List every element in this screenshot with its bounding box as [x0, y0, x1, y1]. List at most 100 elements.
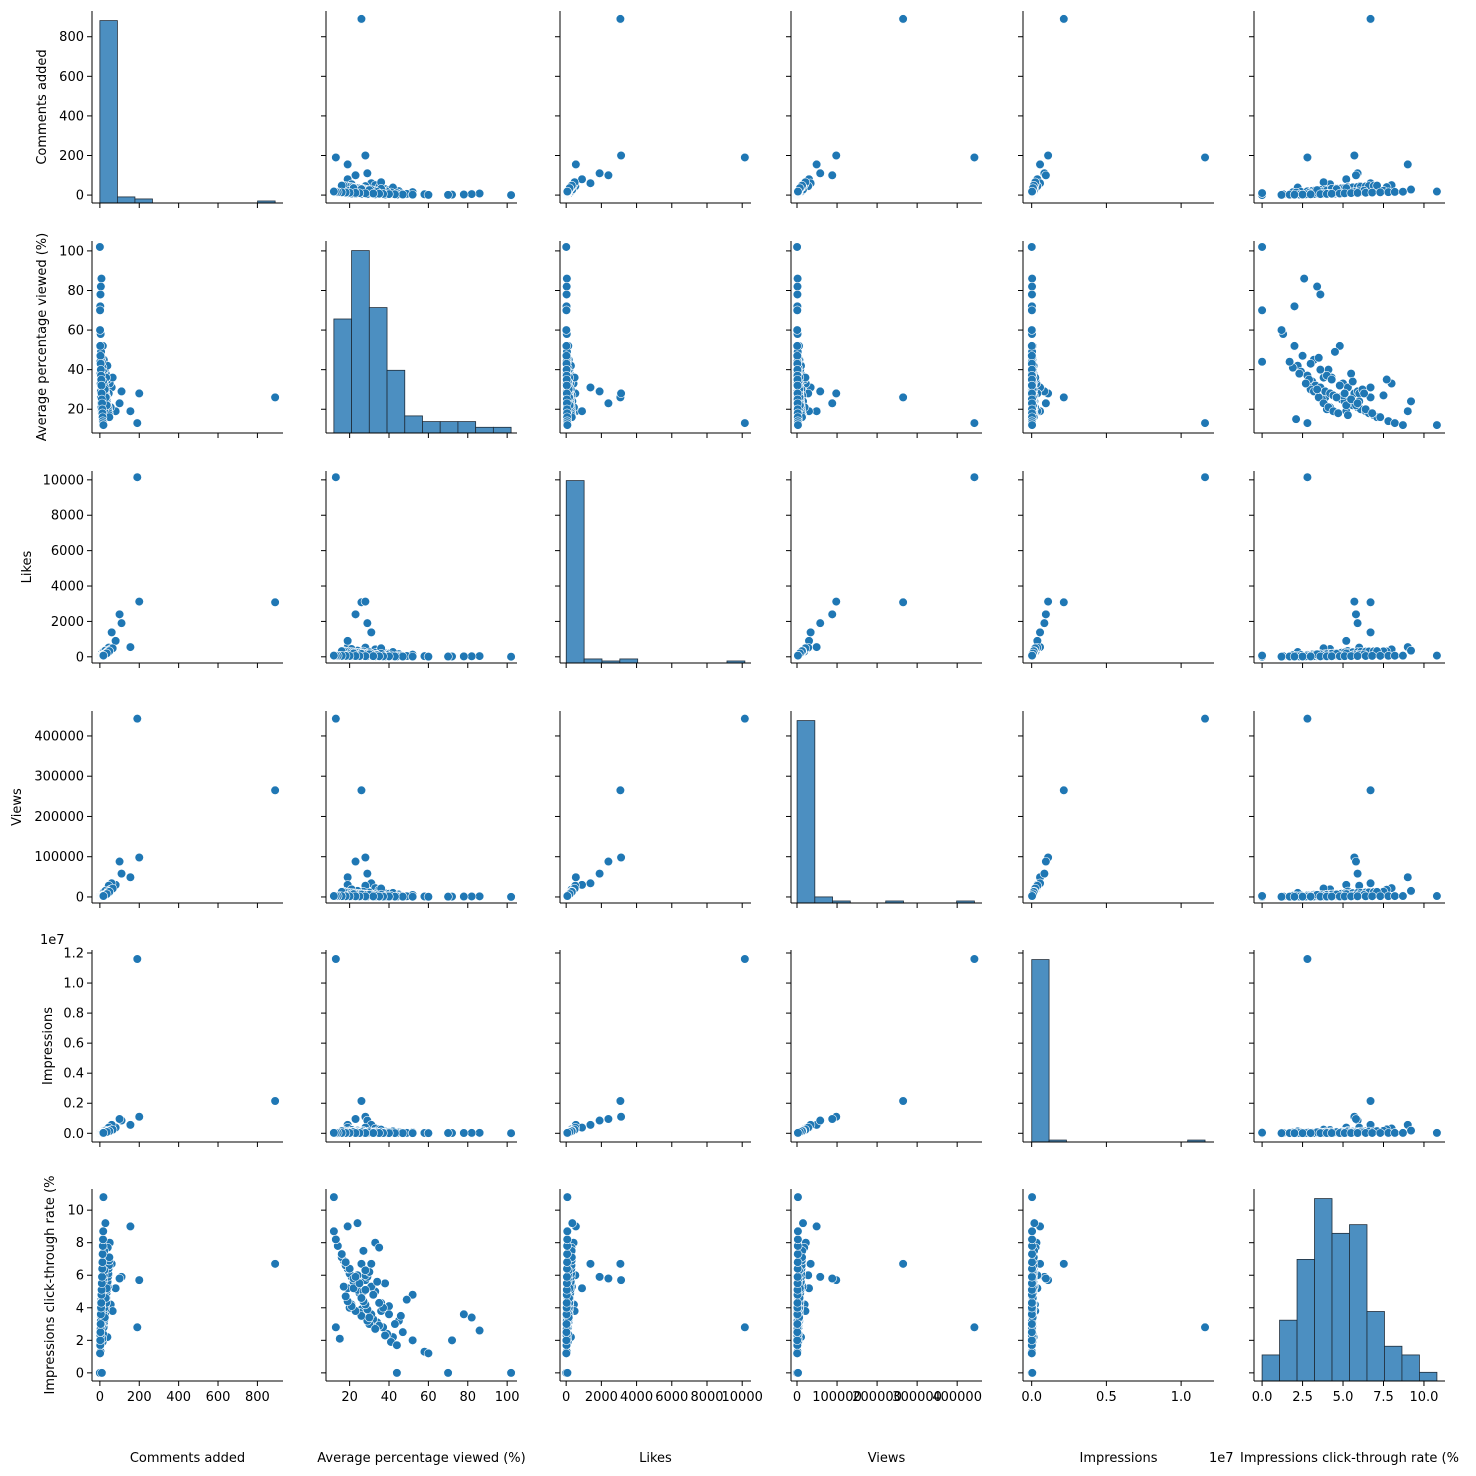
scatter-point-90 [1367, 187, 1377, 198]
scatter-point-78 [1276, 190, 1287, 200]
scatter-point-0 [270, 785, 280, 795]
scatter-point-80 [1297, 892, 1308, 902]
scatter-point-33 [793, 1368, 803, 1378]
scatter-point-88 [350, 1272, 361, 1282]
scatter-point-79 [1289, 651, 1300, 662]
y-tick-label: 4 [76, 1301, 84, 1316]
scatter-point-79 [408, 651, 418, 662]
x-axis-label-2: Likes [639, 1451, 672, 1466]
scatter-point-2 [616, 1275, 626, 1285]
scatter-point-95 [562, 1128, 572, 1138]
scatter-point-79 [1289, 190, 1300, 200]
scatter-point-5 [1351, 609, 1361, 619]
scatter-point-82 [1315, 365, 1325, 375]
scatter-point-76 [356, 1293, 367, 1303]
scatter-point-78 [792, 1348, 802, 1358]
scatter-point-0 [1365, 597, 1376, 607]
scatter-point-0 [1059, 1259, 1069, 1269]
scatter-point-78 [423, 1348, 433, 1358]
scatter-point-85 [368, 651, 378, 661]
scatter-point-95 [1027, 891, 1037, 901]
scatter-point-1 [331, 1322, 341, 1332]
scatter-point-81 [1306, 1128, 1316, 1138]
scatter-point-1 [1302, 954, 1313, 964]
x-tick-label: 400 [166, 1390, 191, 1405]
scatter-point-29 [506, 190, 516, 200]
panel-r0-c2 [555, 11, 751, 208]
scatter-point-79 [408, 190, 418, 200]
scatter-point-95 [98, 651, 109, 661]
scatter-point-2 [1043, 596, 1053, 607]
scatter-point-32 [1314, 353, 1324, 363]
scatter-point-24 [793, 274, 803, 284]
scatter-point-1 [331, 954, 341, 964]
scatter-point-93 [562, 1234, 572, 1245]
scatter-point-33 [1257, 650, 1267, 661]
scatter-point-26 [95, 289, 106, 300]
x-tick-label: 0.0 [1252, 1390, 1273, 1405]
scatter-point-9 [1382, 374, 1392, 385]
scatter-point-95 [1432, 420, 1442, 430]
panel-r3-c5 [1249, 711, 1445, 908]
scatter-point-1 [1200, 472, 1210, 482]
scatter-point-19 [1406, 396, 1416, 406]
scatter-point-5 [114, 609, 125, 619]
scatter-point-28 [443, 1368, 453, 1378]
scatter-point-5 [603, 1114, 614, 1124]
x-tick-label: 5.0 [1333, 1390, 1354, 1405]
scatter-point-85 [1335, 380, 1345, 391]
x-tick-label: 0 [96, 1390, 104, 1405]
scatter-point-84 [96, 1298, 106, 1308]
panel-r3-c4 [1018, 711, 1214, 908]
panel-r4-c5 [1249, 950, 1445, 1147]
hist-bar-1 [583, 658, 603, 664]
scatter-point-5 [1351, 856, 1361, 867]
scatter-point-84 [374, 1298, 384, 1308]
scatter-point-3 [1403, 406, 1413, 416]
scatter-point-94 [98, 1226, 108, 1236]
scatter-point-1 [969, 152, 979, 163]
panel-r1-c2 [555, 241, 751, 438]
scatter-point-94 [329, 1226, 339, 1236]
scatter-point-7 [585, 1259, 596, 1269]
panel-r3-c2 [555, 711, 751, 908]
scatter-point-28 [792, 305, 802, 315]
hist-bar-1 [814, 896, 833, 904]
panel-r2-c1 [321, 471, 517, 668]
y-axis-label-5: Impressions click-through rate (% [43, 1176, 58, 1395]
scatter-point-2 [616, 150, 626, 161]
y-tick-label: 0.8 [63, 1007, 84, 1022]
scatter-point-29 [1027, 242, 1037, 252]
panel-r1-c3 [786, 241, 982, 438]
hist-bar-8 [475, 426, 494, 434]
scatter-point-1 [969, 472, 979, 482]
x-axis-label-0: Comments added [130, 1451, 245, 1466]
scatter-point-93 [1390, 187, 1400, 197]
hist-bar-6 [1366, 1311, 1385, 1382]
x-tick-label: 0 [793, 1390, 801, 1405]
scatter-point-28 [443, 892, 453, 902]
y-tick-label: 1.2 [63, 947, 84, 962]
scatter-point-6 [1341, 174, 1351, 184]
scatter-point-80 [95, 1327, 106, 1337]
panel-r2-c4 [1018, 471, 1214, 668]
scatter-point-29 [506, 652, 516, 662]
scatter-point-78 [1027, 325, 1037, 335]
scatter-point-24 [474, 1128, 485, 1138]
scatter-point-79 [95, 1335, 105, 1345]
hist-bar-2 [1296, 1259, 1315, 1382]
scatter-point-2 [616, 388, 626, 399]
scatter-point-24 [562, 274, 572, 284]
scatter-point-33 [1027, 1368, 1037, 1378]
x-tick-label: 0 [562, 1390, 570, 1405]
scatter-point-1 [1302, 418, 1313, 428]
scatter-point-78 [561, 1348, 571, 1358]
scatter-point-0 [1365, 785, 1376, 795]
scatter-point-2 [134, 388, 144, 399]
scatter-point-95 [329, 891, 339, 901]
x-axis-label-3: Views [868, 1451, 906, 1466]
scatter-point-84 [1327, 374, 1337, 385]
scatter-point-1 [969, 418, 979, 428]
panel-r3-c1 [321, 711, 517, 908]
scatter-point-78 [792, 325, 802, 335]
